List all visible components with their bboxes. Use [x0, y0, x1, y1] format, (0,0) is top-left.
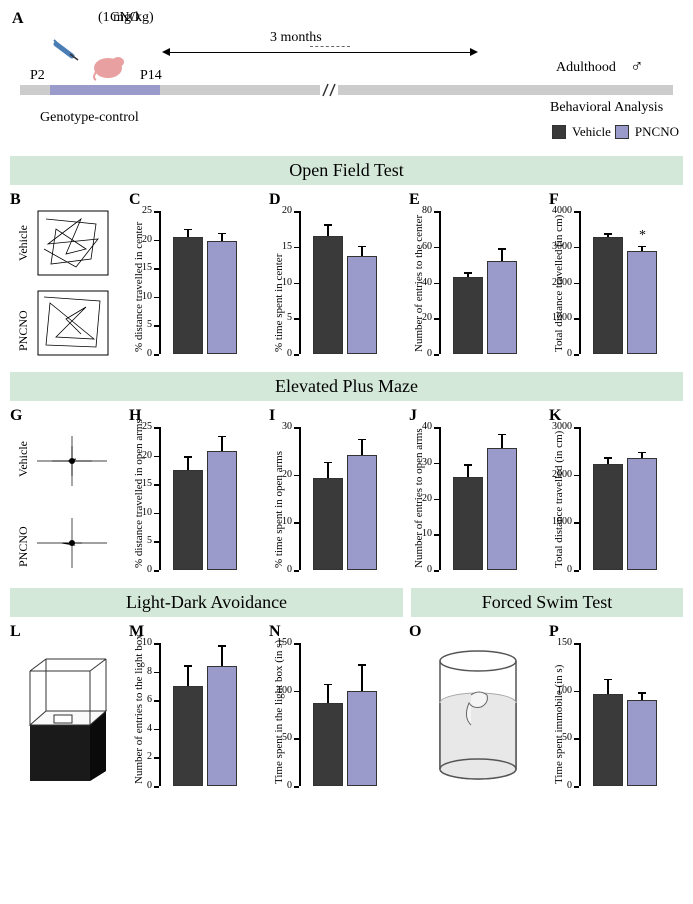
bar-pncno	[347, 455, 377, 570]
trace-vehicle-label: Vehicle	[16, 225, 31, 261]
panel-g: G Vehicle PNCNO	[10, 407, 123, 582]
pup-icon	[88, 50, 128, 82]
legend-pncno-swatch	[615, 125, 629, 139]
panel-n: N050100150Time spent in the light box (i…	[263, 623, 403, 798]
panel-i: I0102030% time spent in open arms	[263, 407, 403, 582]
timeline-purple-segment	[50, 85, 160, 95]
bar-pncno	[627, 700, 657, 786]
ylabel: % distance travelled in open arms	[133, 419, 145, 568]
fst-cylinder-icon	[433, 647, 523, 787]
row-headers-3: Light-Dark Avoidance Forced Swim Test	[10, 582, 683, 623]
bar-pncno	[207, 241, 237, 354]
section-fst: Forced Swim Test	[411, 588, 683, 617]
bar-vehicle	[313, 478, 343, 570]
ylabel: Total distance travelled (in cm)	[553, 215, 565, 352]
bar-vehicle	[173, 686, 203, 786]
bar-pncno	[627, 251, 657, 354]
oft-vehicle-trace	[36, 209, 110, 277]
bar-pncno	[207, 451, 237, 570]
panel-e: E020406080Number of entries to the cente…	[403, 191, 543, 366]
panel-c: C0510152025% distance travelled in cente…	[123, 191, 263, 366]
panel-label-l: L	[10, 623, 21, 641]
bar-pncno	[487, 261, 517, 354]
row-oft: B Vehicle PNCNO C0510152025% distance tr…	[10, 191, 683, 366]
trace-pncno-label: PNCNO	[16, 310, 31, 351]
genotype-label: Genotype-control	[40, 110, 139, 126]
panel-label-g: G	[10, 407, 22, 425]
ylabel: Number of entries to the light box	[133, 634, 145, 784]
bar-vehicle	[593, 237, 623, 354]
legend-vehicle-label: Vehicle	[572, 124, 611, 140]
ylabel: Total distance travelled (in cm)	[553, 431, 565, 568]
panel-f: F01000200030004000Total distance travell…	[543, 191, 683, 366]
panel-l: L	[10, 623, 123, 798]
panel-label-a: A	[12, 10, 24, 28]
panel-h: H0510152025% distance travelled in open …	[123, 407, 263, 582]
adulthood-label: Adulthood	[556, 60, 616, 76]
p14-label: P14	[140, 68, 162, 84]
ylabel: Time spent in the light box (in s)	[273, 640, 285, 784]
panel-label-b: B	[10, 191, 21, 209]
section-oft: Open Field Test	[10, 156, 683, 185]
bar-vehicle	[313, 703, 343, 786]
bar-vehicle	[453, 477, 483, 570]
panel-p: P050100150Time spent immobile (in s)	[543, 623, 683, 798]
section-lda: Light-Dark Avoidance	[10, 588, 403, 617]
significance-marker: *	[639, 228, 646, 244]
cno-dose: (1 mg/kg)	[98, 10, 154, 26]
epm-pncno-trace	[32, 513, 112, 573]
figure-root: A CNO (1 mg/kg) 3 months Adulthood ♂ P2 …	[10, 10, 683, 798]
male-icon: ♂	[630, 56, 644, 77]
bar-vehicle	[593, 694, 623, 786]
epm-pncno-label: PNCNO	[16, 526, 31, 567]
ylabel: % time spent in center	[273, 254, 285, 352]
panel-j: J010203040Number of entries to open arms	[403, 407, 543, 582]
bar-vehicle	[593, 464, 623, 570]
panel-o: O	[403, 623, 543, 798]
lightdark-box-icon	[24, 653, 112, 783]
row-lda-fst: L M0246810Number of entries to th	[10, 623, 683, 798]
bar-pncno	[627, 458, 657, 570]
ylabel: % distance travelled in center	[133, 222, 145, 352]
epm-vehicle-trace	[32, 431, 112, 491]
bar-vehicle	[453, 277, 483, 354]
row-epm: G Vehicle PNCNO H0510152025% distance tr…	[10, 407, 683, 582]
epm-vehicle-label: Vehicle	[16, 441, 31, 477]
bar-pncno	[347, 256, 377, 354]
panel-label-o: O	[409, 623, 421, 641]
duration-arrow	[170, 52, 470, 53]
behavioral-label: Behavioral Analysis	[550, 100, 663, 116]
duration-label: 3 months	[270, 30, 322, 46]
bar-vehicle	[313, 236, 343, 354]
bar-pncno	[207, 666, 237, 786]
panel-m: M0246810Number of entries to the light b…	[123, 623, 263, 798]
p2-label: P2	[30, 68, 45, 84]
bar-vehicle	[173, 237, 203, 354]
bar-pncno	[347, 691, 377, 786]
panel-a-timeline: A CNO (1 mg/kg) 3 months Adulthood ♂ P2 …	[10, 10, 683, 150]
ylabel: Time spent immobile (in s)	[553, 665, 565, 784]
panel-b: B Vehicle PNCNO	[10, 191, 123, 366]
panel-d: D05101520% time spent in center	[263, 191, 403, 366]
ylabel: Number of entries to the center	[413, 215, 425, 352]
legend-vehicle-swatch	[552, 125, 566, 139]
legend-pncno-label: PNCNO	[635, 124, 679, 140]
ylabel: Number of entries to open arms	[413, 428, 425, 568]
oft-pncno-trace	[36, 289, 110, 357]
panel-k: K0100020003000Total distance travelled (…	[543, 407, 683, 582]
bar-vehicle	[173, 470, 203, 570]
bar-pncno	[487, 448, 517, 570]
legend: Vehicle PNCNO	[552, 122, 679, 144]
ylabel: % time spent in open arms	[273, 451, 285, 568]
section-epm: Elevated Plus Maze	[10, 372, 683, 401]
